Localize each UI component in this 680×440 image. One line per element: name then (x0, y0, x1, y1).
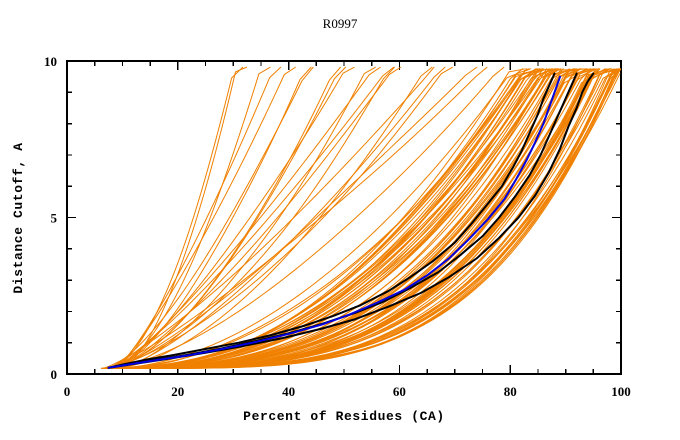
prediction-curve (100, 68, 545, 369)
prediction-curve (110, 66, 244, 369)
prediction-curve (114, 66, 282, 369)
prediction-curve (106, 66, 505, 369)
x-tick-label: 40 (282, 384, 295, 399)
axis-ticks: 0 20 40 60 80 100 0 5 10 (44, 54, 631, 399)
prediction-curve (100, 66, 453, 369)
prediction-curve (105, 68, 553, 369)
x-tick-label: 0 (64, 384, 71, 399)
prediction-curve (117, 68, 548, 369)
x-tick-label: 80 (504, 384, 517, 399)
prediction-curve (110, 68, 619, 369)
highlighted-model-curve (107, 72, 556, 369)
y-tick-label: 5 (51, 211, 58, 226)
prediction-curve (116, 66, 402, 369)
x-tick-label: 20 (171, 384, 184, 399)
prediction-curve (109, 68, 593, 369)
prediction-curve (113, 66, 381, 369)
prediction-curve (102, 66, 435, 369)
prediction-curve (114, 68, 553, 369)
prediction-curve (105, 71, 618, 369)
y-tick-label: 10 (44, 54, 57, 69)
prediction-curve (112, 66, 312, 369)
curve-series-group (100, 66, 621, 369)
x-axis-label: Percent of Residues (CA) (243, 409, 445, 424)
prediction-curve (105, 66, 488, 369)
prediction-curve (102, 68, 562, 369)
prediction-curve (117, 66, 446, 369)
prediction-curve (118, 66, 248, 369)
prediction-curve (102, 68, 538, 369)
x-tick-label: 60 (393, 384, 406, 399)
prediction-curve (112, 68, 618, 369)
prediction-curve (113, 66, 296, 369)
y-axis-label: Distance Cutoff, A (11, 142, 26, 293)
y-tick-label: 0 (51, 367, 58, 382)
prediction-curve (113, 66, 433, 369)
prediction-curve (107, 66, 395, 369)
prediction-curve (112, 66, 355, 369)
reference-model-curve (107, 75, 562, 369)
x-tick-label: 100 (611, 384, 631, 399)
prediction-curve (106, 66, 314, 369)
prediction-curve (113, 66, 478, 369)
chart-title: R0997 (323, 16, 358, 31)
